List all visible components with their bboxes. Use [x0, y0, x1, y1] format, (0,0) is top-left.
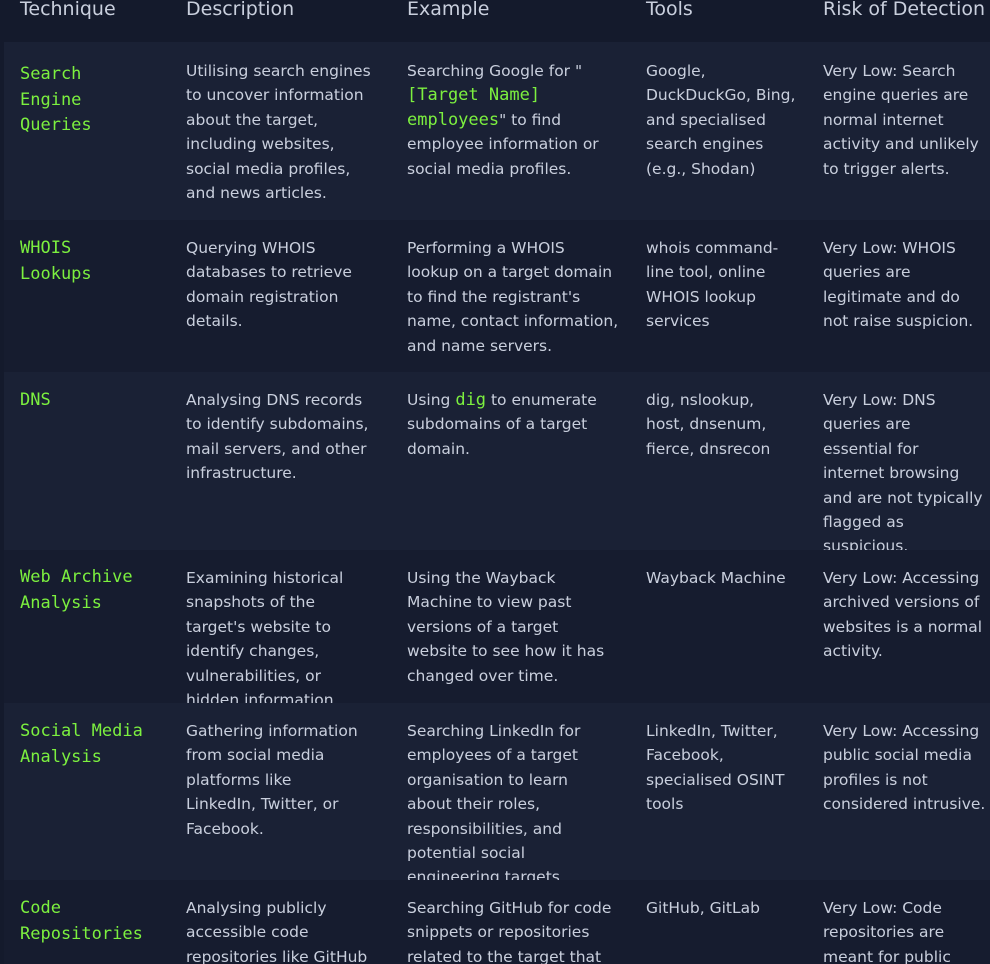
example-cell: Searching LinkedIn for employees of a ta…	[407, 722, 581, 887]
description-cell: Analysing DNS records to identify subdom…	[186, 391, 369, 483]
description-cell: Examining historical snapshots of the ta…	[186, 569, 344, 710]
risk-cell: Very Low: Accessing public social media …	[823, 722, 986, 814]
table-row: DNS Analysing DNS records to identify su…	[4, 372, 990, 555]
table-row: WHOIS Lookups Querying WHOIS databases t…	[4, 220, 990, 372]
risk-cell: Very Low: WHOIS queries are legitimate a…	[823, 239, 974, 331]
technique-cell: Code Repositories	[20, 898, 143, 944]
tools-cell: Wayback Machine	[646, 569, 786, 587]
example-text: Searching Google for "	[407, 62, 583, 80]
technique-cell: Social Media Analysis	[20, 721, 143, 767]
example-cell: Using the Wayback Machine to view past v…	[407, 569, 605, 685]
table-row: Code Repositories Analysing publicly acc…	[4, 880, 990, 964]
technique-cell: WHOIS Lookups	[20, 238, 92, 284]
example-cell: Performing a WHOIS lookup on a target do…	[407, 239, 619, 355]
technique-cell: Web Archive Analysis	[20, 567, 133, 613]
header-technique: Technique	[20, 0, 116, 20]
description-cell: Gathering information from social media …	[186, 722, 358, 838]
header-description: Description	[186, 0, 295, 20]
description-cell: Utilising search engines to uncover info…	[186, 62, 371, 203]
risk-cell: Very Low: Code repositories are meant fo…	[823, 899, 951, 964]
example-cell: Searching GitHub for code snippets or re…	[407, 899, 612, 964]
table-row: Social Media Analysis Gathering informat…	[4, 703, 990, 886]
tools-cell: dig, nslookup, host, dnsenum, fierce, dn…	[646, 391, 771, 458]
header-risk: Risk of Detection	[823, 0, 986, 20]
description-cell: Querying WHOIS databases to retrieve dom…	[186, 239, 352, 331]
header-example: Example	[407, 0, 490, 20]
example-text-after: " to find employee information or social…	[407, 110, 599, 178]
risk-cell: Very Low: Accessing archived versions of…	[823, 569, 983, 661]
tools-cell: whois command-line tool, online WHOIS lo…	[646, 239, 779, 331]
tools-cell: Google, DuckDuckGo, Bing, and specialise…	[646, 62, 796, 178]
header-tools: Tools	[646, 0, 693, 20]
table-header: Technique Description Example Tools Risk…	[0, 0, 990, 42]
table-row: Search Engine Queries Utilising search e…	[4, 42, 990, 220]
tools-cell: LinkedIn, Twitter, Facebook, specialised…	[646, 722, 785, 814]
risk-cell: Very Low: DNS queries are essential for …	[823, 391, 983, 556]
table-row: Web Archive Analysis Examining historica…	[4, 550, 990, 709]
tools-cell: GitHub, GitLab	[646, 899, 760, 917]
example-text-after: to enumerate subdomains of a target doma…	[407, 391, 597, 458]
example-cell: Searching Google for " [Target Name] empl…	[407, 59, 622, 181]
example-cell: Using dig to enumerate subdomains of a t…	[407, 388, 607, 461]
technique-cell: DNS	[20, 390, 51, 410]
risk-cell: Very Low: Search engine queries are norm…	[823, 62, 979, 178]
example-text: Using	[407, 391, 456, 409]
example-code: [Target Name] employees	[407, 85, 541, 130]
example-code: dig	[455, 390, 487, 410]
technique-cell: Search Engine Queries	[20, 64, 92, 136]
description-cell: Analysing publicly accessible code repos…	[186, 899, 368, 964]
